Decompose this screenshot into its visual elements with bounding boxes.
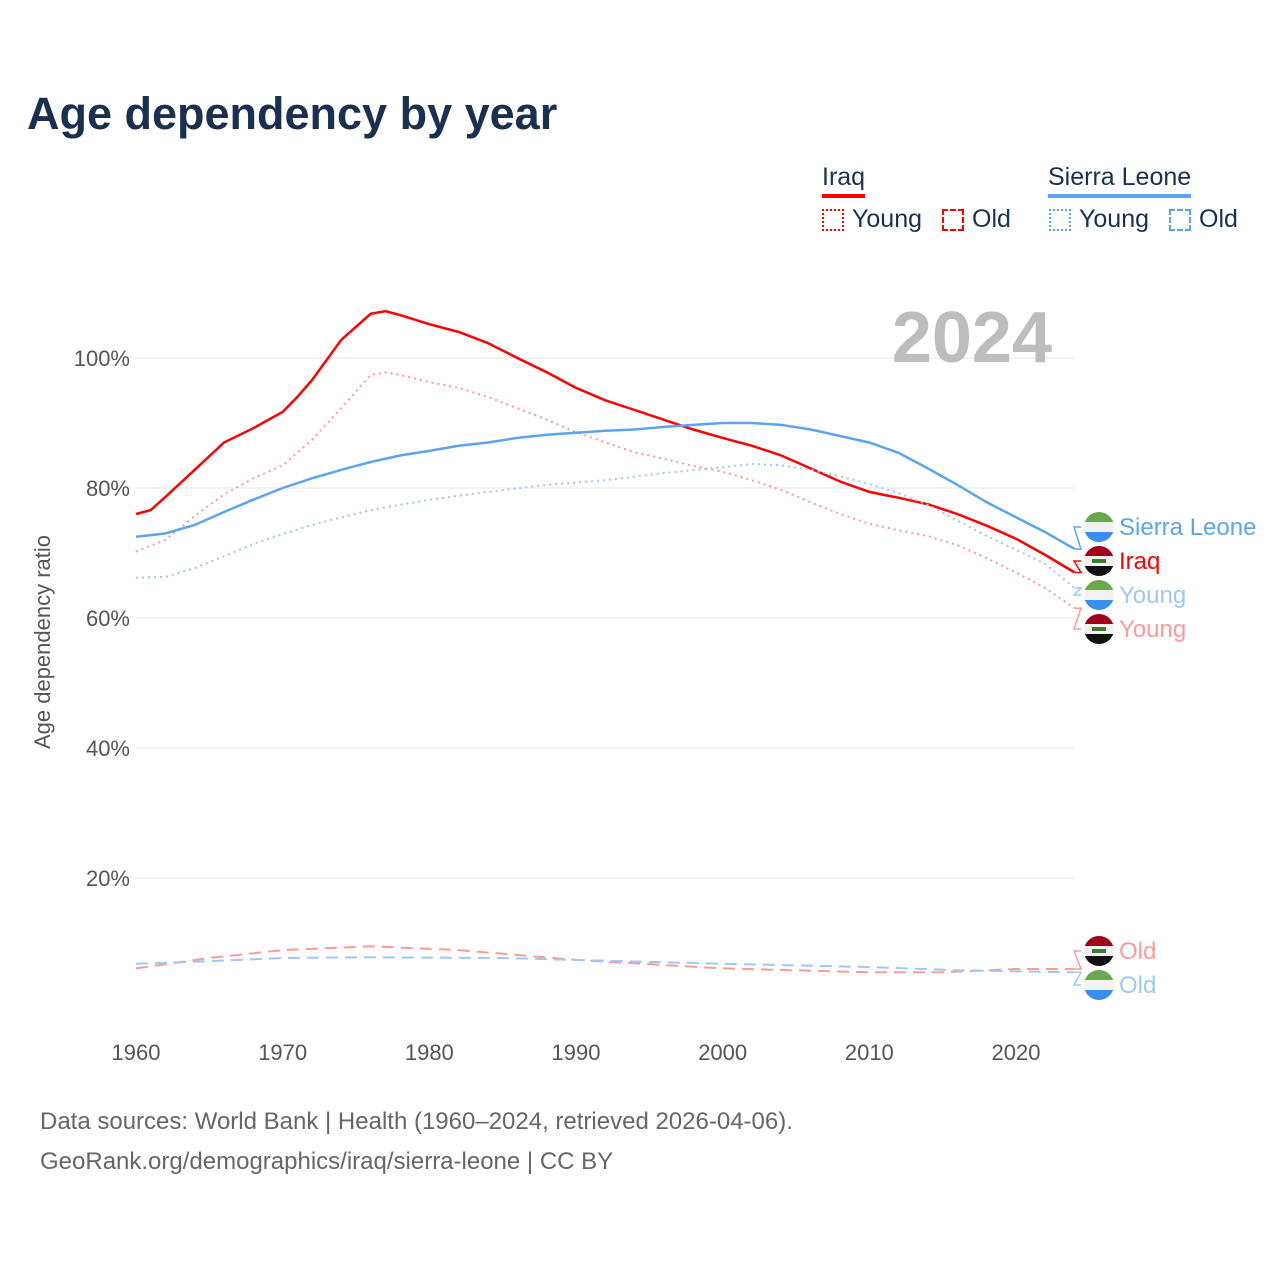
- end-label-connector: [1072, 560, 1083, 574]
- sierra-leone-flag-icon: [1084, 580, 1114, 610]
- sierra-leone-flag-icon: [1084, 970, 1114, 1000]
- legend-iraq-young-swatch: [822, 209, 844, 231]
- x-tick-label: 1970: [258, 1040, 307, 1065]
- y-tick-label: 20%: [86, 866, 130, 891]
- legend-sl-young-swatch: [1049, 209, 1071, 231]
- legend-iraq[interactable]: Iraq: [822, 163, 866, 198]
- y-tick-label: 100%: [74, 346, 130, 371]
- legend-sl-old[interactable]: Old: [1199, 205, 1238, 233]
- end-label: Sierra Leone: [1119, 514, 1256, 541]
- iraq-flag-icon: [1084, 936, 1114, 966]
- end-label: Young: [1119, 582, 1186, 609]
- series-line-iraq-young: [135, 371, 1076, 610]
- y-tick-label: 80%: [86, 476, 130, 501]
- x-tick-label: 1960: [112, 1040, 161, 1065]
- iraq-flag-icon: [1084, 614, 1114, 644]
- end-label: Old: [1119, 938, 1156, 965]
- end-label: Old: [1119, 972, 1156, 999]
- end-label-connector: [1072, 971, 1083, 986]
- legend-iraq-old[interactable]: Old: [972, 205, 1011, 233]
- end-label-connector: [1072, 587, 1083, 596]
- x-tick-label: 2020: [992, 1040, 1041, 1065]
- end-label-connector: [1072, 607, 1083, 630]
- series-line-iraq-old: [135, 945, 1075, 974]
- x-tick-label: 1980: [405, 1040, 454, 1065]
- iraq-flag-icon: [1084, 546, 1114, 576]
- y-tick-label: 60%: [86, 606, 130, 631]
- series-line-sierra-leone-old: [135, 956, 1075, 974]
- series-line-sierra-leone: [135, 421, 1076, 551]
- legend-sl-old-swatch: [1169, 209, 1191, 231]
- end-label: Young: [1119, 616, 1186, 643]
- end-label: Iraq: [1119, 548, 1160, 575]
- x-tick-label: 1990: [552, 1040, 601, 1065]
- footer-link[interactable]: GeoRank.org/demographics/iraq/sierra-leo…: [40, 1148, 614, 1175]
- x-tick-label: 2010: [845, 1040, 894, 1065]
- legend-iraq-old-swatch: [942, 209, 964, 231]
- y-tick-label: 40%: [86, 736, 130, 761]
- series-line-sierra-leone-young: [135, 462, 1076, 589]
- footer-sources: Data sources: World Bank | Health (1960–…: [40, 1108, 793, 1135]
- chart-title: Age dependency by year: [27, 88, 558, 139]
- year-label: 2024: [892, 298, 1052, 378]
- series-line-iraq: [135, 309, 1076, 574]
- legend-sl-young[interactable]: Young: [1079, 205, 1149, 233]
- x-tick-label: 2000: [698, 1040, 747, 1065]
- legend-sierra-leone[interactable]: Sierra Leone: [1048, 163, 1192, 198]
- y-axis-label: Age dependency ratio: [30, 535, 55, 749]
- end-label-connector: [1072, 526, 1083, 550]
- end-label-connector: [1072, 950, 1083, 970]
- sierra-leone-flag-icon: [1084, 512, 1114, 542]
- legend-iraq-young[interactable]: Young: [852, 205, 922, 233]
